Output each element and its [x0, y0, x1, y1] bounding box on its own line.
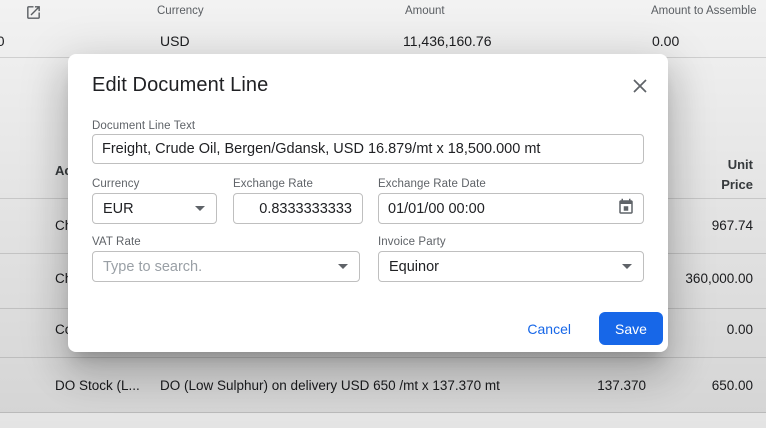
table-row-account: DO Stock (L...	[55, 378, 140, 393]
table-row-quantity: 137.370	[546, 378, 646, 393]
calendar-button[interactable]	[615, 198, 637, 220]
table-row-unit-price: 650.00	[643, 378, 753, 393]
save-button[interactable]: Save	[599, 312, 663, 345]
chevron-down-icon	[622, 264, 632, 269]
table-row-account: Co	[55, 322, 72, 337]
currency-label: Currency	[92, 178, 140, 190]
document-line-text-field	[92, 134, 644, 164]
vat-rate-select[interactable]: Type to search.	[92, 251, 360, 282]
currency-select[interactable]: EUR	[92, 193, 217, 224]
table-row-unit-price: 0.00	[643, 322, 753, 337]
table-row-description: DO (Low Sulphur) on delivery USD 650 /mt…	[160, 378, 500, 393]
vat-rate-placeholder: Type to search.	[103, 258, 203, 275]
exchange-rate-field	[233, 193, 363, 224]
document-line-text-label: Document Line Text	[92, 120, 196, 132]
calendar-icon	[617, 198, 635, 219]
vat-rate-label: VAT Rate	[92, 236, 141, 248]
column-header-currency: Currency	[157, 5, 204, 17]
dialog-title: Edit Document Line	[92, 74, 269, 96]
invoice-party-value: Equinor	[389, 258, 439, 275]
cancel-button[interactable]: Cancel	[517, 321, 581, 337]
invoice-party-select[interactable]: Equinor	[378, 251, 644, 282]
exchange-rate-date-field	[378, 193, 644, 224]
open-in-new-icon	[25, 4, 42, 26]
chevron-down-icon	[195, 206, 205, 211]
row-divider	[0, 412, 766, 413]
table-row-alt-strip	[0, 413, 766, 428]
table-row-unit-price: 360,000.00	[643, 271, 753, 286]
document-line-text-input[interactable]	[93, 135, 643, 163]
lower-header-unit-price: Unit Price	[709, 155, 753, 195]
exchange-rate-date-label: Exchange Rate Date	[378, 178, 486, 190]
close-button[interactable]	[628, 75, 652, 99]
exchange-rate-input[interactable]	[234, 194, 362, 223]
invoice-party-label: Invoice Party	[378, 236, 446, 248]
exchange-rate-label: Exchange Rate	[233, 178, 313, 190]
column-header-amount: Amount	[405, 5, 445, 17]
exchange-rate-date-input[interactable]	[379, 194, 643, 223]
chevron-down-icon	[338, 264, 348, 269]
edit-document-line-dialog: Edit Document Line Document Line Text Cu…	[68, 54, 668, 352]
row-divider	[0, 357, 766, 358]
cell-clipped-value: 00	[0, 33, 5, 49]
currency-select-value: EUR	[103, 200, 134, 217]
close-icon	[632, 78, 648, 97]
column-header-amount-to-assemble: Amount to Assemble	[651, 5, 756, 17]
cell-amount: 11,436,160.76	[403, 33, 492, 49]
dialog-actions: Cancel Save	[517, 312, 663, 345]
cell-amount-to-assemble: 0.00	[652, 33, 679, 49]
table-row-unit-price: 967.74	[643, 218, 753, 233]
cell-currency: USD	[160, 33, 190, 49]
